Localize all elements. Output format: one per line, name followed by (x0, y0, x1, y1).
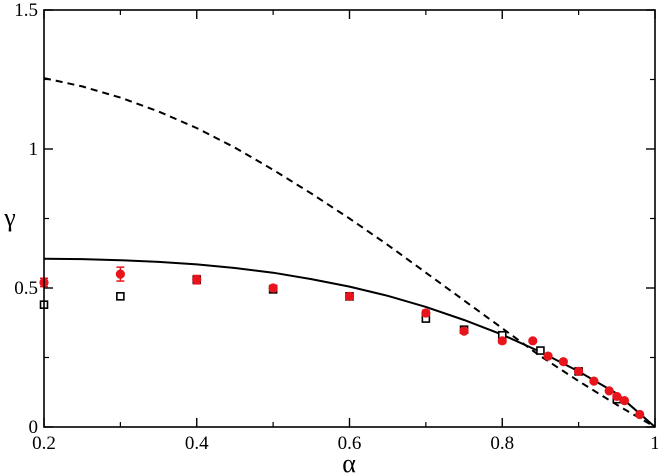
y-tick-label: 1 (29, 139, 39, 160)
data-point-circle (421, 308, 431, 318)
data-point-circle (115, 269, 125, 279)
x-axis-label: α (342, 449, 356, 474)
data-point-circle (574, 366, 584, 376)
dashed-curve (43, 77, 656, 428)
axis-ticks: 0.2 0.4 0.6 0.8 1 0 0.5 1 1.5 (14, 0, 658, 454)
data-point-circle (344, 291, 355, 301)
data-point-circle (543, 351, 553, 361)
data-point-circle (604, 386, 614, 396)
y-tick-label: 0.5 (14, 278, 38, 299)
y-tick-label: 0 (29, 417, 39, 438)
plot-frame (43, 9, 656, 428)
data-point-circle (612, 391, 622, 402)
data-point-circle (619, 395, 630, 406)
data-point-circle (558, 357, 568, 367)
data-point-square (116, 292, 125, 301)
data-point-circle (589, 376, 599, 386)
data-point-circle (459, 326, 469, 336)
plot-series (39, 77, 656, 428)
data-point-circle (268, 283, 278, 293)
y-tick-label: 1.5 (14, 0, 38, 21)
data-point-circle (528, 336, 538, 346)
x-tick-label: 1 (650, 433, 658, 454)
x-tick-label: 0.6 (338, 433, 362, 454)
data-point-circle (635, 409, 645, 420)
data-point-square (536, 346, 545, 355)
y-axis-label: γ (3, 203, 16, 232)
data-point-circle (497, 336, 507, 346)
x-tick-label: 0.2 (32, 433, 56, 454)
x-tick-label: 0.8 (490, 433, 514, 454)
data-point-circle (192, 275, 202, 285)
x-tick-label: 0.4 (185, 433, 209, 454)
solid-curve (43, 257, 656, 428)
